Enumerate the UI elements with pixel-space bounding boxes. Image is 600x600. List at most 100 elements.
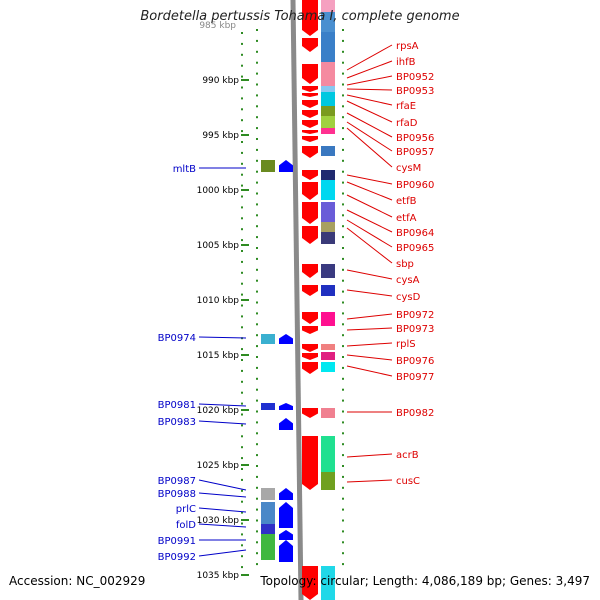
gene-label-right: BP0964: [396, 228, 434, 239]
ruler-dot: [241, 130, 243, 133]
ruler-dot: [256, 388, 258, 391]
ruler-dot: [342, 94, 344, 97]
ruler-dot: [241, 282, 243, 285]
gene-annotation-box: [321, 566, 335, 600]
ruler-dot: [241, 435, 243, 438]
gene-label-right: rfaD: [396, 118, 418, 129]
ruler-dot: [256, 159, 258, 162]
reverse-gene-arrow: [302, 353, 318, 360]
ruler-dot: [342, 410, 344, 413]
ruler-dot: [241, 64, 243, 67]
ruler-dot: [342, 454, 344, 457]
reverse-gene-arrow: [302, 170, 318, 180]
reverse-gene-arrow: [302, 408, 318, 418]
ruler-dot: [342, 236, 344, 239]
reverse-gene-arrow: [302, 93, 318, 97]
reverse-gene-arrow: [302, 86, 318, 92]
ruler-dot: [256, 541, 258, 544]
ruler-dot: [256, 192, 258, 195]
tick-label: 1015 kbp: [197, 351, 240, 361]
ruler-dot: [256, 83, 258, 86]
ruler-dot: [342, 465, 344, 467]
ruler-dot: [342, 257, 344, 260]
backbone-line: [290, 0, 304, 600]
ruler-dot: [342, 127, 344, 130]
reverse-gene-arrow: [302, 130, 318, 134]
ruler-dot: [342, 72, 344, 75]
ruler-dot: [342, 192, 344, 195]
ruler-dot: [256, 61, 258, 64]
label-leader-line: [346, 181, 393, 201]
gene-label-left: BP0983: [158, 417, 196, 428]
reverse-gene-arrow: [302, 38, 318, 52]
label-leader-line: [346, 127, 393, 168]
ruler-dot: [256, 39, 258, 42]
gene-label-left: BP0981: [158, 400, 196, 411]
ruler-dot: [241, 86, 243, 89]
label-leader-line: [198, 549, 247, 557]
ruler-dot: [342, 377, 344, 380]
ruler-dot: [342, 552, 344, 555]
gene-annotation-box: [321, 202, 335, 222]
ruler-dot: [256, 475, 258, 478]
ruler-dot: [241, 348, 243, 351]
ruler-dot: [342, 105, 344, 108]
gene-label-right: BP0973: [396, 324, 434, 335]
label-leader-line: [346, 453, 393, 458]
ruler-dot: [342, 356, 344, 358]
ruler-dot: [241, 478, 243, 481]
gene-annotation-box: [321, 344, 335, 350]
ruler-dot: [342, 301, 344, 304]
ruler-dot: [241, 511, 243, 514]
ruler-dot: [342, 290, 344, 293]
ruler-dot: [241, 206, 243, 209]
ruler-dot: [256, 563, 258, 566]
label-leader-line: [346, 88, 393, 91]
ruler-dot: [342, 563, 344, 566]
gene-label-right: etfA: [396, 213, 417, 224]
gene-label-right: BP0982: [396, 408, 434, 419]
gene-annotation-box: [321, 222, 335, 232]
ruler-dot: [256, 279, 258, 282]
ruler-dot: [241, 250, 243, 252]
ruler-dot: [256, 247, 258, 249]
reverse-gene-arrow: [302, 344, 318, 352]
ruler-dot: [342, 214, 344, 217]
ruler-dot: [241, 315, 243, 318]
label-leader-line: [198, 403, 247, 407]
ruler-dot: [256, 116, 258, 119]
ruler-dot: [342, 159, 344, 162]
label-leader-line: [198, 420, 247, 425]
ruler-dot: [342, 366, 344, 369]
ruler-dot: [342, 170, 344, 173]
reverse-gene-arrow: [302, 110, 318, 118]
gene-annotation-box: [321, 312, 335, 326]
label-leader-line: [346, 75, 393, 86]
ruler-dot: [241, 326, 243, 329]
gene-label-left: BP0991: [158, 536, 196, 547]
ruler-dot: [241, 228, 243, 231]
reverse-gene-arrow: [302, 136, 318, 142]
gene-label-right: ihfB: [396, 57, 416, 68]
label-leader-line: [346, 94, 393, 106]
gene-annotation-box: [261, 524, 275, 534]
reverse-gene-arrow: [302, 100, 318, 108]
ruler-dot: [342, 268, 344, 271]
tick-label: 990 kbp: [202, 76, 239, 86]
label-leader-line: [346, 100, 393, 123]
label-leader-line: [346, 354, 393, 361]
gene-label-left: folD: [176, 520, 196, 531]
gene-annotation-box: [321, 264, 335, 278]
gene-annotation-box: [321, 408, 335, 418]
ruler-dot: [241, 108, 243, 111]
forward-gene-arrow: [279, 334, 293, 344]
ruler-dot: [241, 239, 243, 242]
ruler-dot: [342, 323, 344, 326]
ruler-dot: [342, 530, 344, 533]
ruler-dot: [342, 203, 344, 206]
gene-annotation-box: [261, 160, 275, 172]
ruler-dot: [256, 508, 258, 511]
reverse-gene-arrow: [302, 64, 318, 84]
gene-label-right: BP0953: [396, 86, 434, 97]
gene-label-right: BP0956: [396, 133, 434, 144]
